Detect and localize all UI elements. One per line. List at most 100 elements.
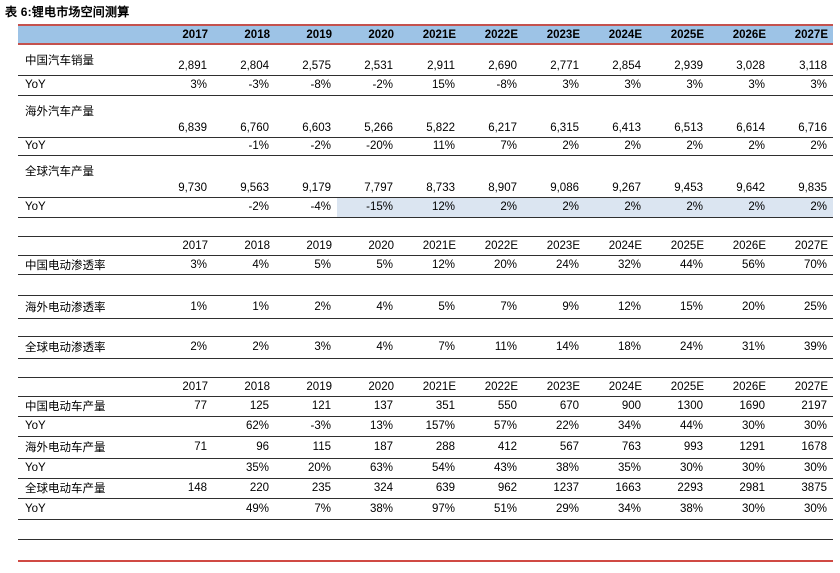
- value-cell: 5%: [399, 295, 461, 319]
- value-cell: -15%: [337, 197, 399, 218]
- value-cell: [647, 274, 709, 296]
- value-cell: 29%: [523, 498, 585, 520]
- value-cell: 5,822: [399, 95, 461, 138]
- ev-penetration-header: 2017 2018 2019 2020 2021E 2022E 2023E 2024E 2025…: [18, 235, 833, 256]
- ev-penetration-body: 中国电动渗透率 3% 4% 5% 5% 12% 20% 24% 32% 44% 56% 70% 海外电动…: [18, 255, 833, 359]
- value-cell: 2%: [585, 137, 647, 156]
- value-cell: 6,603: [275, 95, 337, 138]
- value-cell: 18%: [585, 336, 647, 359]
- value-cell: 77: [151, 396, 213, 417]
- value-cell: 962: [461, 478, 523, 499]
- column-header: 2017: [151, 376, 213, 397]
- value-cell: 34%: [585, 416, 647, 437]
- value-cell: -20%: [337, 137, 399, 156]
- value-cell: [399, 318, 461, 337]
- value-cell: [771, 274, 833, 296]
- value-cell: [647, 519, 709, 540]
- spacer-row: [18, 318, 833, 337]
- value-cell: 3%: [275, 336, 337, 359]
- value-cell: 115: [275, 436, 337, 459]
- value-cell: 2,575: [275, 44, 337, 76]
- row-label: 海外电动渗透率: [18, 295, 151, 319]
- value-cell: 187: [337, 436, 399, 459]
- value-cell: 34%: [585, 498, 647, 520]
- data-row: YoY 35% 20% 63% 54% 43% 38% 35% 30% 30% 30%: [18, 458, 833, 479]
- column-header: 2022E: [461, 376, 523, 397]
- value-cell: -3%: [275, 416, 337, 437]
- auto-market-header: 2017 2018 2019 2020 2021E 2022E 2023E 2024E 2025…: [18, 24, 833, 45]
- row-label: YoY: [18, 416, 151, 437]
- value-cell: 1291: [709, 436, 771, 459]
- data-row: YoY 62% -3% 13% 157% 57% 22% 34% 44% 30% 30%: [18, 416, 833, 437]
- value-cell: 9,179: [275, 155, 337, 198]
- column-header: 2020: [337, 376, 399, 397]
- value-cell: 3,028: [709, 44, 771, 76]
- value-cell: 2%: [647, 197, 709, 218]
- value-cell: [275, 318, 337, 337]
- value-cell: 12%: [399, 197, 461, 218]
- value-cell: 4%: [213, 255, 275, 275]
- value-cell: 2%: [771, 137, 833, 156]
- column-header: 2026E: [709, 24, 771, 45]
- column-header: 2027E: [771, 235, 833, 256]
- value-cell: 4%: [337, 295, 399, 319]
- column-header: 2025E: [647, 376, 709, 397]
- value-cell: 30%: [771, 458, 833, 479]
- column-header: 2023E: [523, 235, 585, 256]
- value-cell: 2,771: [523, 44, 585, 76]
- value-cell: 3%: [523, 75, 585, 96]
- value-cell: 2,891: [151, 44, 213, 76]
- value-cell: 24%: [647, 336, 709, 359]
- value-cell: 32%: [585, 255, 647, 275]
- value-cell: 3%: [585, 75, 647, 96]
- value-cell: [213, 274, 275, 296]
- value-cell: 5%: [275, 255, 337, 275]
- value-cell: [151, 274, 213, 296]
- value-cell: 97%: [399, 498, 461, 520]
- column-header-empty: [18, 235, 151, 256]
- value-cell: 7%: [461, 137, 523, 156]
- value-cell: 30%: [771, 498, 833, 520]
- value-cell: [585, 519, 647, 540]
- value-cell: 2,690: [461, 44, 523, 76]
- value-cell: 6,217: [461, 95, 523, 138]
- value-cell: 351: [399, 396, 461, 417]
- row-label: [18, 274, 151, 296]
- value-cell: 1300: [647, 396, 709, 417]
- value-cell: [585, 274, 647, 296]
- value-cell: 148: [151, 478, 213, 499]
- column-header-empty: [18, 24, 151, 45]
- value-cell: 39%: [771, 336, 833, 359]
- value-cell: 71: [151, 436, 213, 459]
- value-cell: [461, 274, 523, 296]
- value-cell: 31%: [709, 336, 771, 359]
- value-cell: 3%: [709, 75, 771, 96]
- value-cell: 2%: [275, 295, 337, 319]
- value-cell: 43%: [461, 458, 523, 479]
- column-header: 2027E: [771, 24, 833, 45]
- row-label: 中国电动车产量: [18, 396, 151, 417]
- column-header: 2027E: [771, 376, 833, 397]
- year-header-row: 2017 2018 2019 2020 2021E 2022E 2023E 2024E 2025…: [18, 24, 833, 45]
- value-cell: 62%: [213, 416, 275, 437]
- value-cell: 1237: [523, 478, 585, 499]
- value-cell: 235: [275, 478, 337, 499]
- row-label: 中国电动渗透率: [18, 255, 151, 275]
- value-cell: -8%: [275, 75, 337, 96]
- value-cell: [151, 416, 213, 437]
- value-cell: 2%: [771, 197, 833, 218]
- value-cell: 763: [585, 436, 647, 459]
- value-cell: [337, 318, 399, 337]
- value-cell: 20%: [461, 255, 523, 275]
- value-cell: 3%: [771, 75, 833, 96]
- value-cell: 2,854: [585, 44, 647, 76]
- value-cell: 54%: [399, 458, 461, 479]
- table-content: 2017 2018 2019 2020 2021E 2022E 2023E 2024E 2025…: [18, 24, 833, 562]
- value-cell: 6,413: [585, 95, 647, 138]
- year-header-row: 2017 2018 2019 2020 2021E 2022E 2023E 2024E 2025…: [18, 235, 833, 256]
- value-cell: [151, 318, 213, 337]
- value-cell: -3%: [213, 75, 275, 96]
- value-cell: 20%: [275, 458, 337, 479]
- data-row: 全球电动渗透率 2% 2% 3% 4% 7% 11% 14% 18% 24% 31% 39%: [18, 336, 833, 359]
